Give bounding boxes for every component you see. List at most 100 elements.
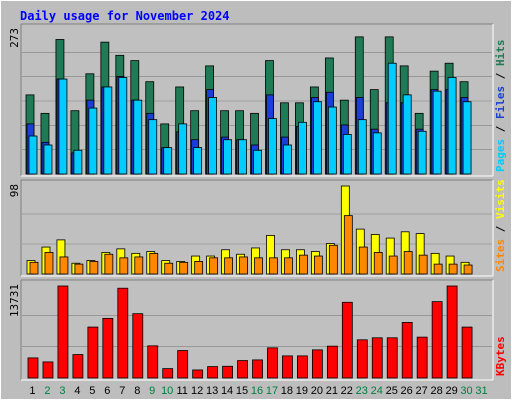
bar-kbytes	[461, 326, 473, 379]
bar-kbytes	[117, 287, 129, 379]
bar-kbytes	[416, 336, 428, 379]
bar-sites	[74, 263, 84, 275]
bar-sites	[358, 246, 368, 275]
y-axis-label-hits: Hits	[494, 40, 507, 67]
bar-sites	[164, 262, 174, 275]
bar-sites	[254, 257, 263, 275]
bar-kbytes	[297, 355, 308, 379]
x-tick-label: 23	[356, 385, 368, 397]
bar-sites	[59, 256, 69, 275]
bar-sites	[343, 215, 353, 275]
x-tick-label: 6	[104, 385, 110, 397]
bar-kbytes	[192, 369, 204, 379]
y-max-label: 273	[8, 28, 21, 48]
chart-panels: 273 Pages / Files / Hits 98 Sites / Visits 1…	[8, 23, 507, 381]
bar-sites	[239, 256, 248, 275]
y-max-label: 13731	[8, 284, 21, 317]
bar-pages	[372, 132, 382, 175]
bar-pages	[223, 139, 232, 175]
x-tick-label: 27	[416, 385, 428, 397]
bar-sites	[284, 257, 293, 275]
bar-sites	[433, 263, 443, 275]
bar-pages	[402, 94, 412, 175]
bar-kbytes	[326, 345, 338, 379]
x-tick-label: 2	[44, 385, 50, 397]
x-tick-label: 13	[206, 385, 218, 397]
y-axis-label: KBytes	[494, 336, 507, 376]
bar-sites	[328, 244, 338, 275]
bar-kbytes	[252, 359, 263, 379]
x-tick-label: 9	[149, 385, 155, 397]
bar-sites	[194, 261, 204, 275]
bar-kbytes	[177, 350, 189, 379]
bar-pages	[342, 134, 352, 175]
x-tick-label: 19	[296, 385, 308, 397]
bar-pages	[103, 86, 113, 175]
bar-pages	[387, 62, 397, 175]
y-axis-label-separator: /	[494, 119, 507, 139]
bar-sites	[119, 257, 129, 275]
bar-pages	[417, 130, 427, 175]
x-tick-label: 24	[371, 385, 383, 397]
bar-kbytes	[102, 317, 114, 379]
x-tick-label: 21	[326, 385, 338, 397]
bar-pages	[283, 144, 292, 175]
bar-sites	[373, 252, 383, 275]
bar-sites	[149, 252, 159, 275]
y-axis-label-files: Files	[494, 86, 507, 119]
bar-kbytes	[87, 326, 99, 379]
bar-kbytes	[401, 321, 413, 379]
x-tick-label: 3	[59, 385, 65, 397]
bar-kbytes	[222, 365, 233, 379]
bar-sites	[313, 255, 323, 275]
x-tick-label: 31	[475, 385, 487, 397]
bar-sites	[224, 257, 233, 275]
bar-kbytes	[446, 285, 458, 379]
bar-pages	[208, 97, 218, 175]
y-axis-label-separator: /	[494, 219, 507, 239]
bar-kbytes	[356, 339, 368, 379]
x-tick-label: 30	[460, 385, 472, 397]
x-tick-label: 16	[251, 385, 263, 397]
x-tick-label: 17	[266, 385, 278, 397]
bar-kbytes	[132, 313, 144, 379]
x-tick-label: 14	[221, 385, 233, 397]
panel-visits-sites: 98 Sites / Visits	[8, 179, 507, 277]
y-axis-label-kbytes: KBytes	[494, 336, 507, 376]
chart-title: Daily usage for November 2024	[20, 9, 230, 23]
bar-kbytes	[386, 337, 398, 379]
bar-sites	[463, 264, 473, 275]
y-max-label: 98	[8, 184, 21, 197]
bar-pages	[163, 147, 173, 175]
bar-sites	[418, 254, 428, 275]
bar-pages	[298, 121, 307, 175]
bar-kbytes	[27, 357, 39, 379]
bar-pages	[193, 147, 203, 175]
bar-pages	[88, 107, 98, 175]
x-tick-label: 7	[119, 385, 125, 397]
bar-pages	[178, 123, 188, 175]
bar-sites	[89, 261, 99, 275]
bar-sites	[403, 251, 413, 275]
x-tick-label: 26	[401, 385, 413, 397]
y-axis-label-separator: /	[494, 66, 507, 86]
x-tick-label: 1	[29, 385, 35, 397]
bar-sites	[179, 261, 189, 275]
y-axis-label-pages: Pages	[494, 139, 507, 172]
bar-pages	[28, 135, 38, 175]
bar-kbytes	[341, 301, 353, 379]
bar-sites	[269, 257, 278, 275]
x-tick-label: 20	[311, 385, 323, 397]
bar-pages	[327, 106, 337, 175]
bar-pages	[268, 118, 277, 175]
bar-pages	[58, 78, 68, 175]
x-tick-label: 25	[386, 385, 398, 397]
x-tick-label: 10	[161, 385, 173, 397]
bar-kbytes	[311, 349, 323, 379]
y-axis-label: Sites / Visits	[494, 179, 507, 272]
bar-sites	[448, 263, 458, 275]
bar-kbytes	[42, 361, 54, 379]
y-axis-label-sites: Sites	[494, 239, 507, 272]
bar-sites	[44, 252, 54, 275]
